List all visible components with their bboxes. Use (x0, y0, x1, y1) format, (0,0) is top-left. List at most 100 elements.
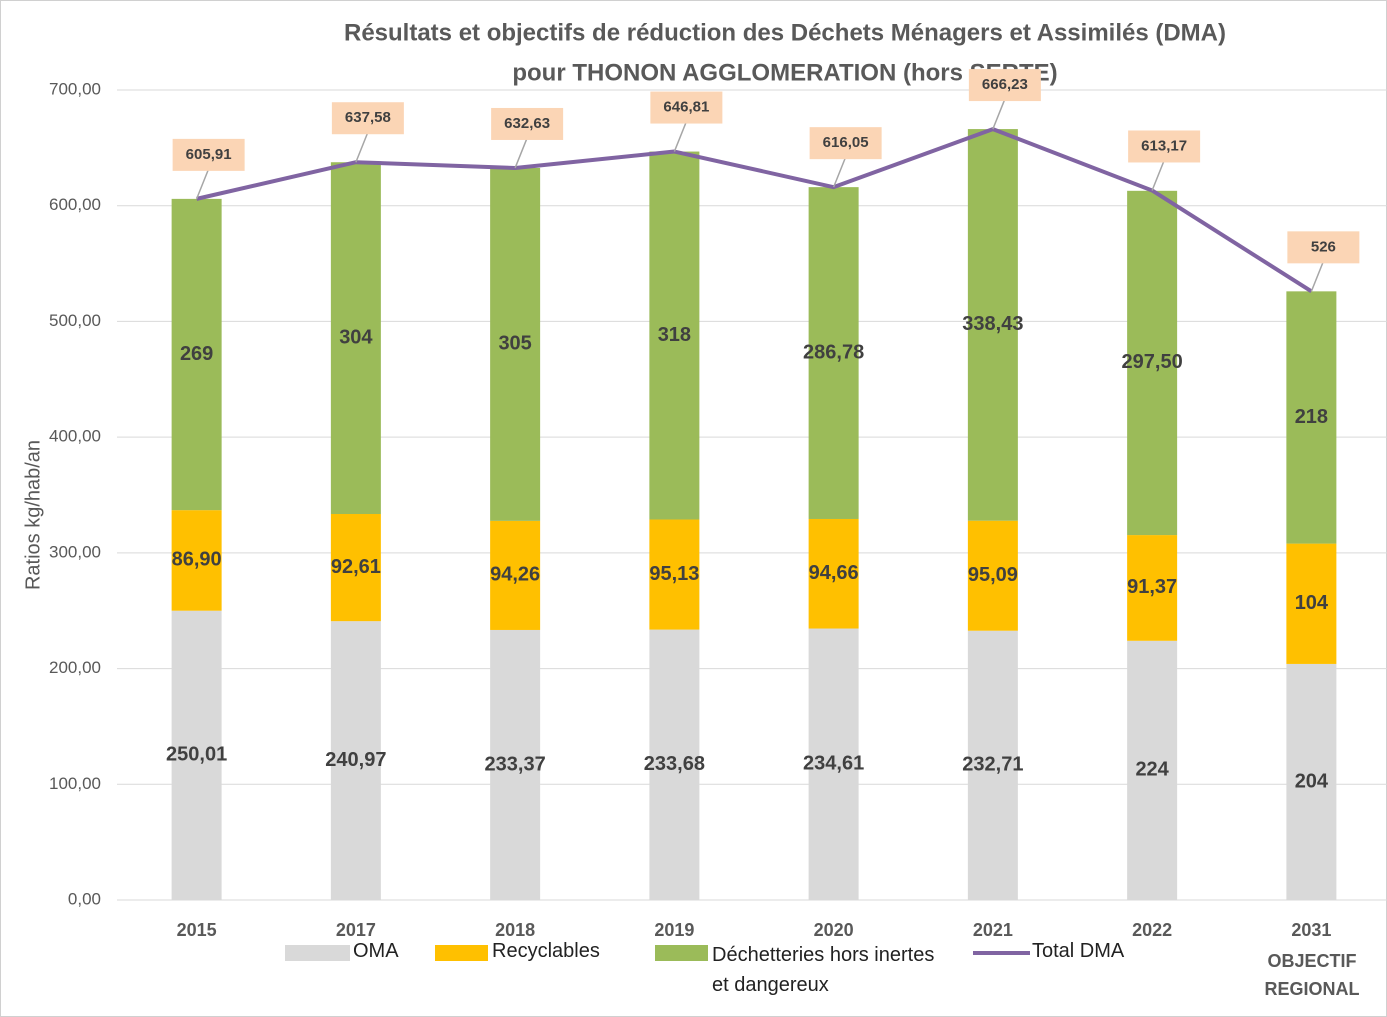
x-tick-label: 2021 (973, 920, 1013, 940)
bar-segment (1127, 535, 1178, 641)
bar-segment (649, 519, 700, 630)
bar-segment (967, 630, 1018, 900)
leader-line (1151, 160, 1165, 191)
legend-swatch (435, 945, 488, 961)
y-tick-label: 300,00 (49, 542, 101, 561)
data-label: 613,17 (1141, 137, 1187, 154)
y-tick-label: 200,00 (49, 658, 101, 677)
data-label: 526 (1311, 238, 1336, 255)
bar-segment (171, 610, 222, 900)
data-label: 234,61 (803, 753, 864, 775)
bar-segment (1286, 663, 1337, 900)
bar-segment (330, 514, 381, 622)
data-label: 94,66 (809, 562, 859, 584)
category-annotation: OBJECTIF REGIONAL (1264, 951, 1360, 999)
data-label: 218 (1295, 406, 1328, 428)
label-box (172, 138, 245, 171)
data-label: 646,81 (663, 99, 709, 116)
bar-segment (1286, 543, 1337, 664)
data-label: 92,61 (331, 556, 381, 578)
data-label: 204 (1295, 770, 1329, 792)
bar-segment (330, 162, 381, 515)
data-label: 95,09 (968, 564, 1018, 586)
bar-segment (330, 621, 381, 900)
label-box (491, 107, 564, 140)
leader-line (992, 98, 1006, 130)
x-tick-label: 2018 (495, 920, 535, 940)
x-tick-label: 2020 (814, 920, 854, 940)
legend-swatch (973, 951, 1030, 955)
data-label: 318 (658, 324, 691, 346)
data-label: 297,50 (1122, 351, 1183, 373)
data-label: 305 (498, 333, 531, 355)
bar-segment (808, 518, 859, 629)
label-box (968, 69, 1041, 102)
y-tick-label: 100,00 (49, 774, 101, 793)
bar-segment (490, 629, 541, 900)
label-box (331, 102, 404, 135)
y-tick-label: 500,00 (49, 311, 101, 330)
bar-segment (808, 628, 859, 900)
leader-line (514, 137, 528, 169)
data-label: 232,71 (962, 754, 1023, 776)
data-label: 233,37 (485, 753, 546, 775)
x-tick-label: 2019 (654, 920, 694, 940)
bar-segment (649, 629, 700, 900)
bar-segment (1127, 190, 1178, 536)
y-tick-label: 700,00 (49, 79, 101, 98)
data-label: 94,26 (490, 564, 540, 586)
data-label: 104 (1295, 592, 1329, 614)
data-label: 269 (180, 343, 213, 365)
y-tick-label: 400,00 (49, 427, 101, 446)
label-box (1287, 231, 1360, 264)
data-label: 666,23 (982, 76, 1028, 93)
data-label: 233,68 (644, 753, 705, 775)
data-label: 338,43 (962, 313, 1023, 335)
data-label: 91,37 (1127, 576, 1177, 598)
leader-line (195, 168, 210, 200)
bar-segment (808, 187, 859, 519)
data-label: 95,13 (649, 563, 699, 585)
data-label: 240,97 (325, 749, 386, 771)
chart-title: Résultats et objectifs de réduction des … (344, 19, 1226, 46)
y-tick-label: 0,00 (68, 889, 101, 908)
bar-segment (171, 510, 222, 611)
legend-label: Total DMA (1032, 940, 1125, 962)
bar-segment (1286, 291, 1337, 544)
data-label: 224 (1135, 759, 1169, 781)
legend-label: Recyclables (492, 940, 600, 962)
y-axis-label: Ratios kg/hab/an (22, 440, 44, 590)
leader-line (832, 156, 847, 188)
x-tick-label: 2017 (336, 920, 376, 940)
bar-segment (490, 167, 541, 521)
leader-line (1310, 261, 1325, 292)
data-label: 616,05 (823, 134, 869, 151)
bar-segment (967, 129, 1018, 521)
label-box (1128, 130, 1201, 163)
data-label: 86,90 (172, 549, 222, 571)
x-tick-label: 2022 (1132, 920, 1172, 940)
x-tick-label: 2031 (1291, 920, 1331, 940)
data-label: 637,58 (345, 109, 391, 126)
legend-label: OMA (353, 940, 399, 962)
data-label: 632,63 (504, 115, 550, 132)
total-line (196, 127, 1313, 294)
data-label: 250,01 (166, 744, 227, 766)
data-label: 304 (339, 326, 373, 348)
legend-label: Déchetteries hors inertes et dangereux (712, 944, 935, 996)
bar-segment (649, 151, 700, 520)
label-box (809, 127, 882, 160)
legend-swatch (655, 945, 708, 961)
data-label: 605,91 (186, 146, 232, 163)
chart-subtitle: pour THONON AGGLOMERATION (hors SERTE) (512, 59, 1057, 86)
bar-segment (967, 520, 1018, 631)
y-tick-label: 600,00 (49, 195, 101, 214)
label-box (650, 91, 723, 124)
bar-segment (490, 520, 541, 630)
leader-line (673, 121, 688, 152)
bar-segment (171, 198, 222, 511)
leader-line (355, 131, 369, 163)
legend-swatch (285, 945, 350, 961)
x-tick-label: 2015 (177, 920, 217, 940)
